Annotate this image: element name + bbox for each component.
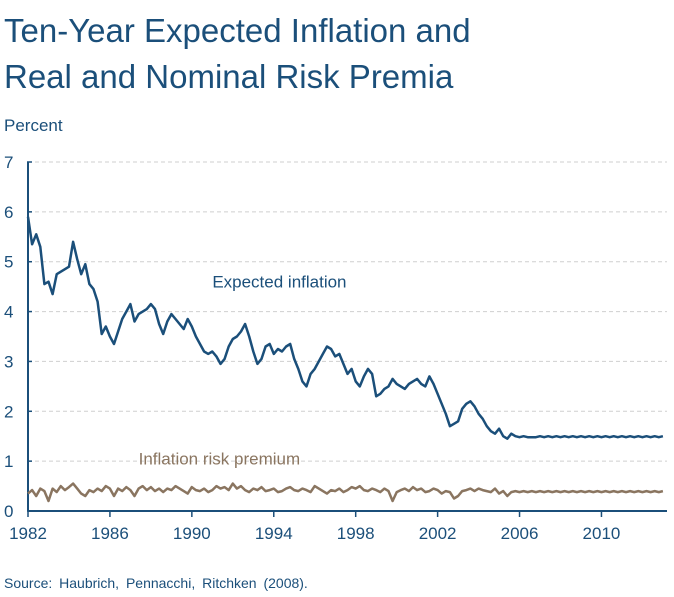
y-tick-label-3: 3 [4,352,13,371]
x-tick-label-1998: 1998 [337,524,375,543]
chart-title-line-1: Ten-Year Expected Inflation and [4,12,471,49]
y-tick-label-5: 5 [4,253,13,272]
series-labels: Expected inflation Inflation risk premium [139,273,347,469]
axes [27,161,667,517]
series-label-expected-inflation: Expected inflation [212,273,346,292]
y-tick-label-1: 1 [4,452,13,471]
x-tick-label-2006: 2006 [501,524,539,543]
x-tick-label-1986: 1986 [91,524,129,543]
chart-title-line-2: Real and Nominal Risk Premia [4,58,454,95]
gridlines [28,161,667,462]
series-label-inflation-risk-premium: Inflation risk premium [139,450,301,469]
y-tick-labels: 0 1 2 3 4 5 6 7 [4,153,13,521]
chart-title: Ten-Year Expected Inflation and Real and… [4,8,664,100]
series-lines [26,216,664,503]
x-tick-label-1990: 1990 [173,524,211,543]
x-tick-labels: 1982 1986 1990 1994 1998 2002 2006 2010 [9,524,620,543]
series-line-inflation-risk-premium [27,482,664,503]
y-tick-label-4: 4 [4,303,13,322]
x-tick-label-2010: 2010 [583,524,621,543]
y-tick-label-6: 6 [4,203,13,222]
series-line-expected-inflation [26,216,664,440]
x-tick-label-2002: 2002 [419,524,457,543]
y-tick-label-0: 0 [4,502,13,521]
x-tick-label-1994: 1994 [255,524,293,543]
y-tick-label-2: 2 [4,402,13,421]
source-note: Source: Haubrich, Pennacchi, Ritchken (2… [4,575,308,591]
y-axis-units-label: Percent [4,116,63,135]
y-tick-label-7: 7 [4,153,13,172]
x-tick-label-1982: 1982 [9,524,47,543]
